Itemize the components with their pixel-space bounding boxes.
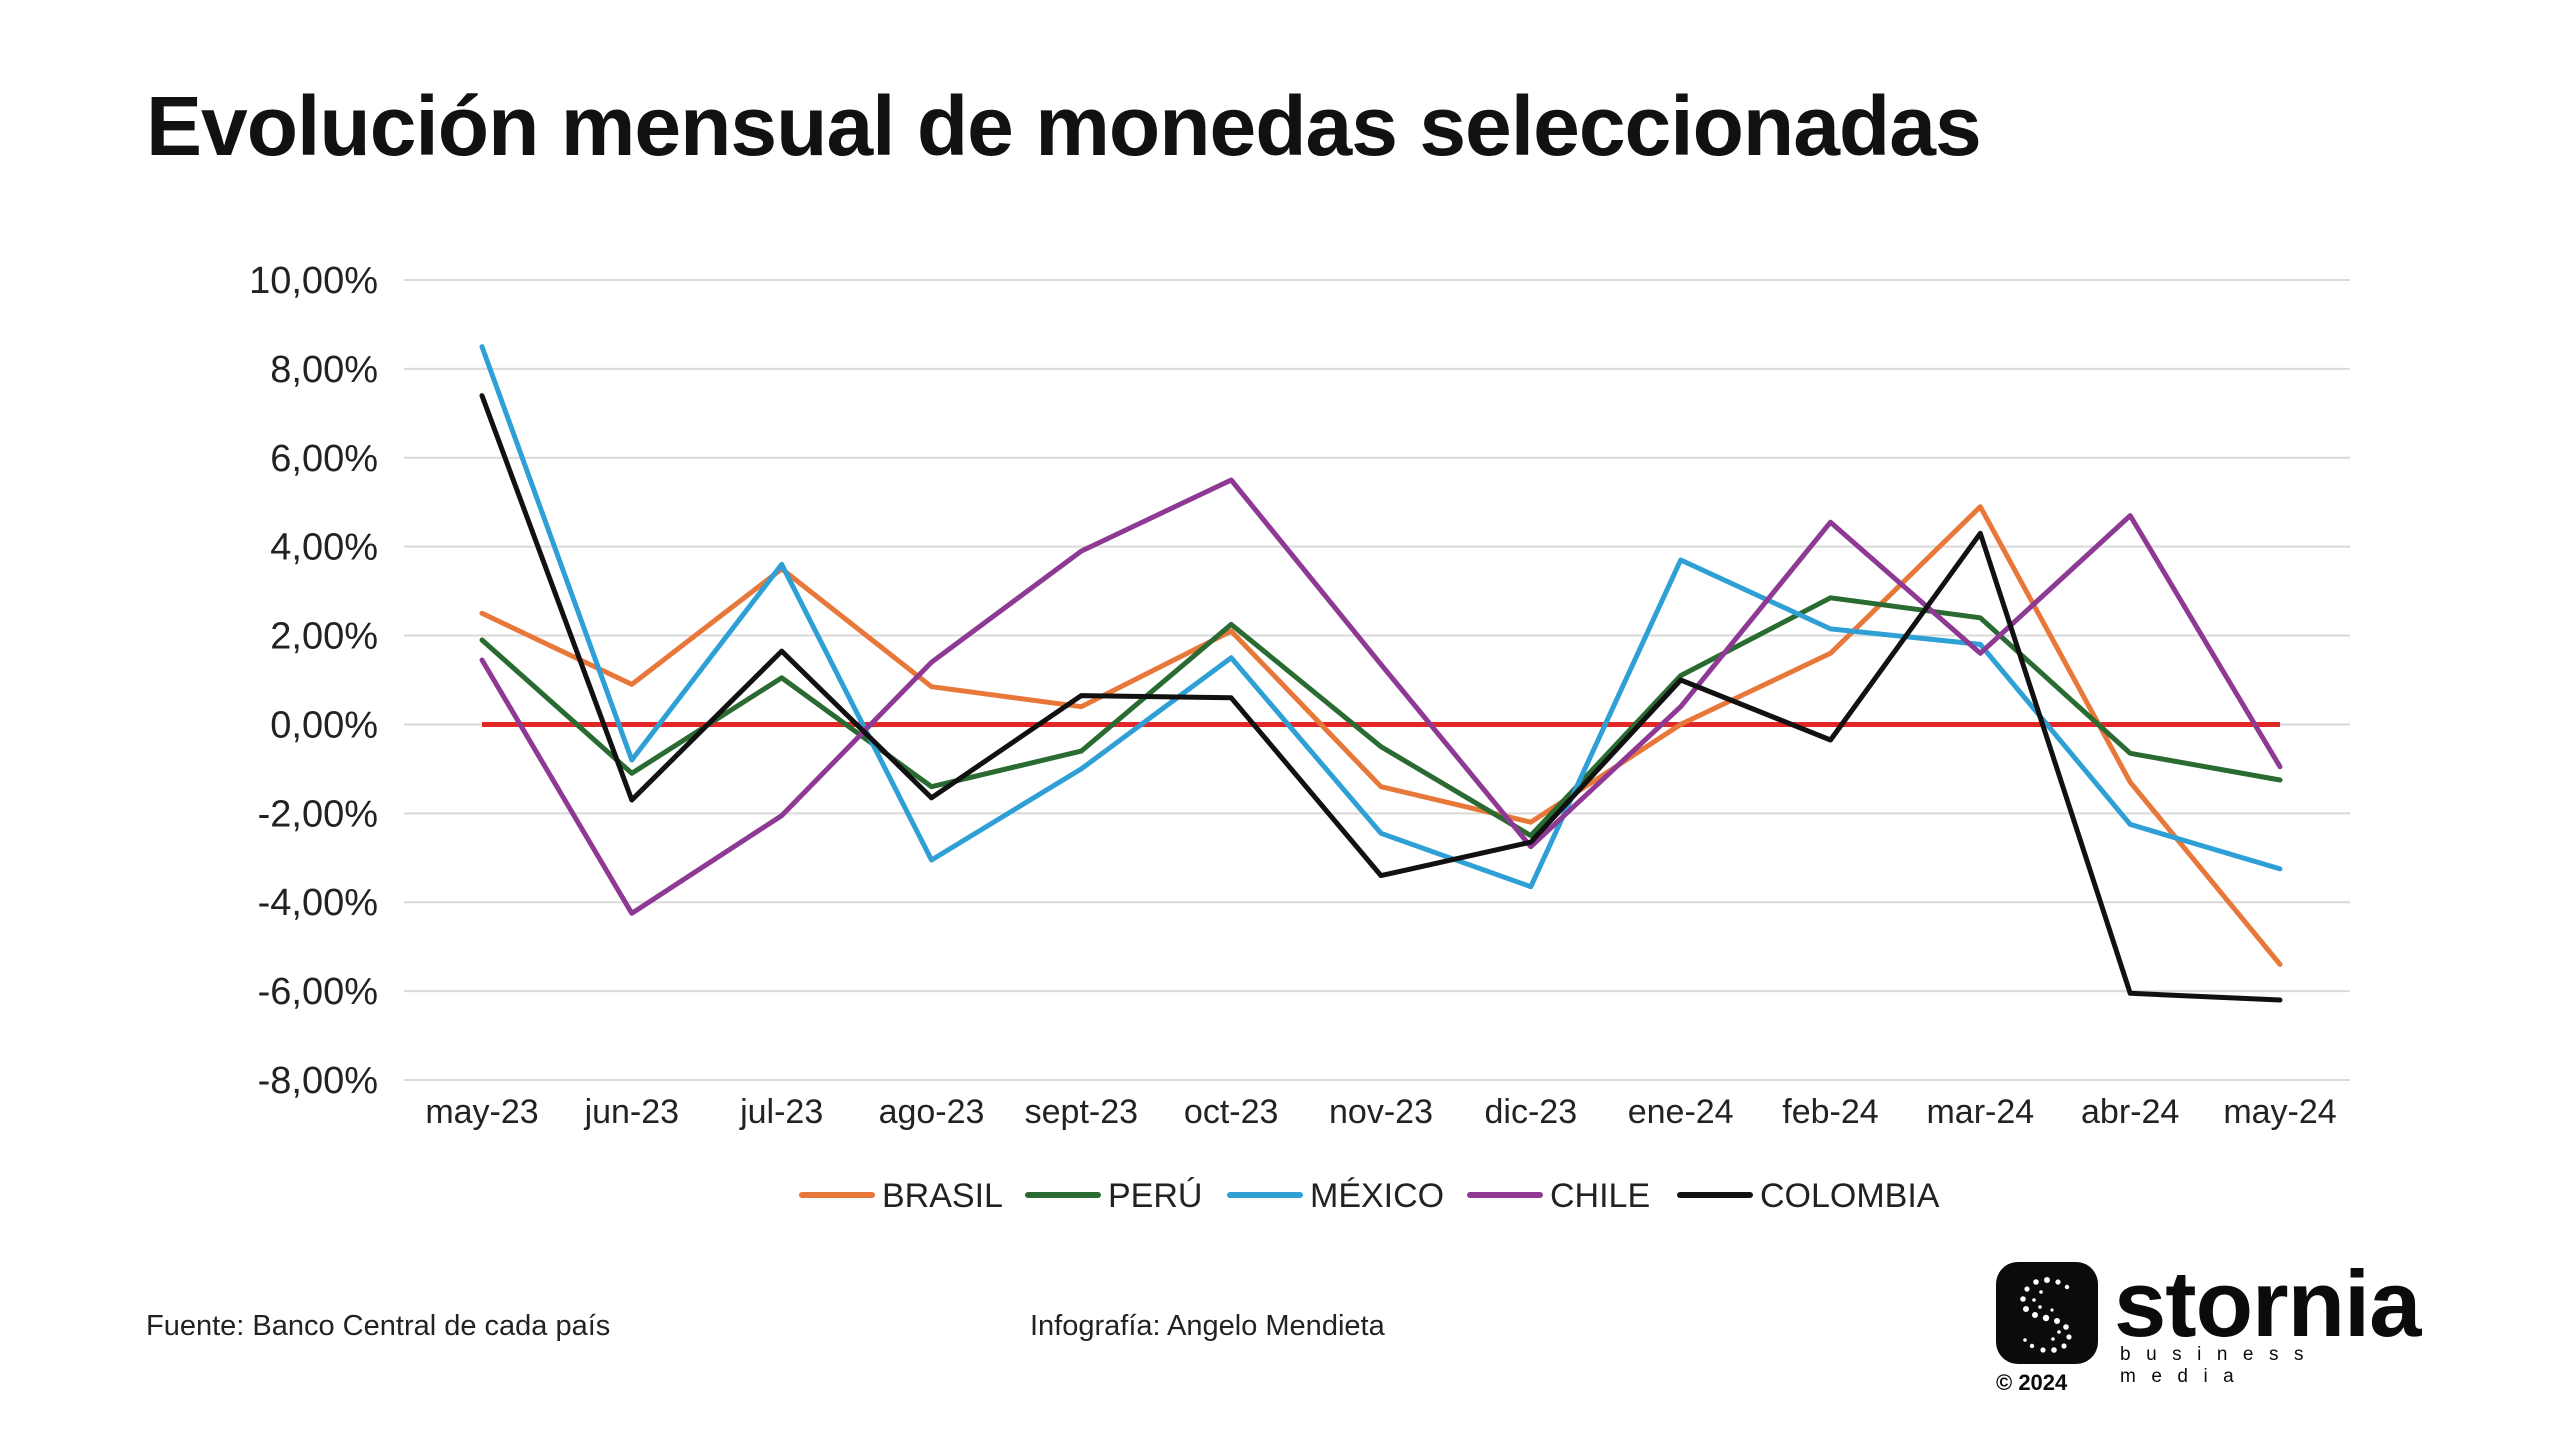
- series-line-peru: [479, 595, 2283, 839]
- x-tick-label: nov-23: [1329, 1093, 1433, 1131]
- y-tick-label: 8,00%: [270, 349, 378, 391]
- copyright-year: © 2024: [1996, 1370, 2068, 1395]
- source-note: Fuente: Banco Central de cada país: [146, 1310, 611, 1342]
- x-tick-label: may-23: [425, 1093, 538, 1131]
- x-tick-label: may-24: [2223, 1093, 2336, 1131]
- y-tick-label: 2,00%: [270, 616, 378, 658]
- y-tick-label: -6,00%: [258, 971, 378, 1013]
- legend-label-chile: CHILE: [1550, 1177, 1650, 1215]
- legend-label-brasil: BRASIL: [882, 1177, 1003, 1215]
- series-line-mexico: [479, 344, 2283, 890]
- x-tick-label: ene-24: [1628, 1093, 1734, 1131]
- y-tick-label: -4,00%: [258, 882, 378, 924]
- brand-logo: stornia business media © 2024: [1996, 1251, 2456, 1395]
- series-line-chile: [479, 477, 2283, 916]
- stornia-logo-icon: [1996, 1262, 2098, 1364]
- x-tick-label: dic-23: [1485, 1093, 1578, 1131]
- series-line-brasil: [479, 504, 2283, 967]
- brand-name: stornia: [2114, 1251, 2421, 1356]
- series-line-colombia: [479, 393, 2283, 1003]
- credit-note: Infografía: Angelo Mendieta: [1030, 1310, 1385, 1342]
- legend-label-peru: PERÚ: [1108, 1177, 1202, 1215]
- x-tick-label: oct-23: [1184, 1093, 1279, 1131]
- x-tick-label: feb-24: [1782, 1093, 1878, 1131]
- y-tick-label: 0,00%: [270, 704, 378, 746]
- x-tick-label: jul-23: [739, 1093, 823, 1131]
- y-tick-label: 10,00%: [249, 260, 378, 302]
- x-tick-label: abr-24: [2081, 1093, 2179, 1131]
- x-tick-label: mar-24: [1926, 1093, 2034, 1131]
- legend-label-mexico: MÉXICO: [1310, 1177, 1444, 1215]
- y-tick-label: -8,00%: [258, 1060, 378, 1102]
- legend-label-colombia: COLOMBIA: [1760, 1177, 1940, 1215]
- brand-subtitle: business media: [2120, 1344, 2319, 1387]
- y-tick-label: 4,00%: [270, 527, 378, 569]
- x-tick-label: jun-23: [584, 1093, 680, 1131]
- y-tick-label: -2,00%: [258, 793, 378, 835]
- line-chart: 10,00% 8,00% 6,00% 4,00% 2,00% 0,00% -2,00% -4,…: [249, 260, 2350, 1215]
- x-tick-label: ago-23: [879, 1093, 985, 1131]
- y-tick-label: 6,00%: [270, 438, 378, 480]
- page-title: Evolución mensual de monedas seleccionad…: [146, 79, 1982, 173]
- x-tick-label: sept-23: [1025, 1093, 1138, 1131]
